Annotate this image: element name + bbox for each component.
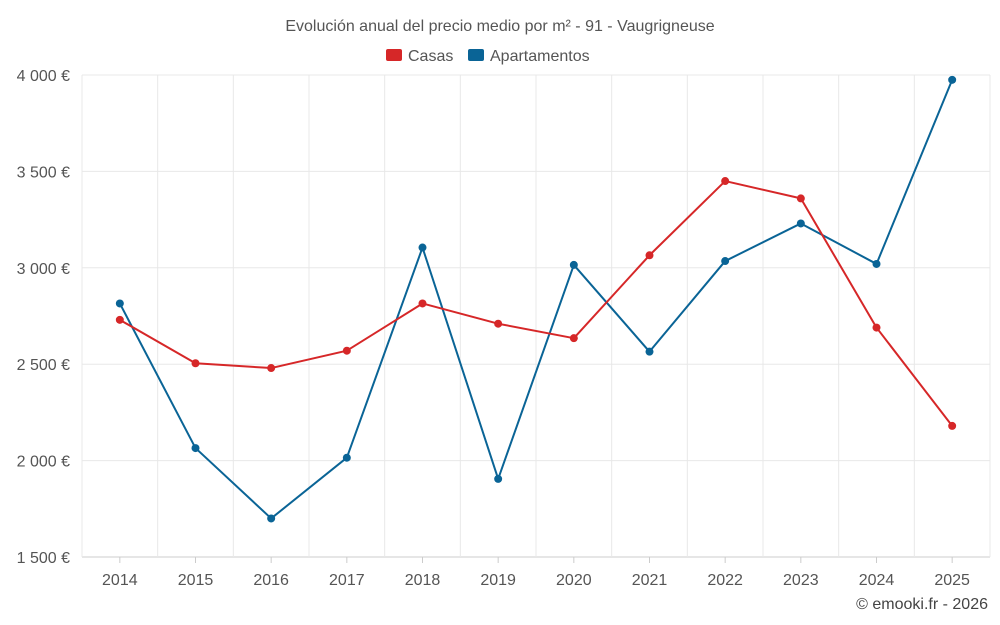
data-point[interactable] — [115, 299, 124, 308]
data-point[interactable] — [267, 514, 276, 523]
series-layer — [115, 75, 957, 523]
data-point[interactable] — [494, 474, 503, 483]
x-tick-label: 2017 — [329, 572, 365, 589]
data-point[interactable] — [948, 75, 957, 84]
y-tick-label: 3 500 € — [17, 164, 70, 181]
x-tick-label: 2023 — [783, 572, 819, 589]
data-point[interactable] — [872, 259, 881, 268]
data-point[interactable] — [418, 243, 427, 252]
credit-text: © emooki.fr - 2026 — [856, 596, 988, 613]
data-point[interactable] — [494, 319, 503, 328]
data-point[interactable] — [948, 421, 957, 430]
data-point[interactable] — [569, 334, 578, 343]
x-tick-label: 2015 — [178, 572, 214, 589]
legend-item-apartamentos[interactable]: Apartamentos — [468, 48, 590, 65]
data-point[interactable] — [645, 347, 654, 356]
grid — [81, 74, 991, 558]
x-tick-label: 2018 — [405, 572, 441, 589]
x-tick-label: 2021 — [632, 572, 668, 589]
legend-item-casas[interactable]: Casas — [386, 48, 453, 65]
legend-label: Apartamentos — [490, 48, 590, 65]
series-line — [119, 180, 953, 427]
y-tick-label: 2 000 € — [17, 454, 70, 471]
data-point[interactable] — [796, 219, 805, 228]
data-point[interactable] — [115, 315, 124, 324]
data-point[interactable] — [872, 323, 881, 332]
series-casas — [115, 177, 957, 430]
legend-label: Casas — [408, 48, 453, 65]
x-tick-label: 2025 — [934, 572, 970, 589]
data-point[interactable] — [267, 364, 276, 373]
data-point[interactable] — [191, 359, 200, 368]
data-point[interactable] — [191, 444, 200, 453]
x-tick-label: 2022 — [707, 572, 743, 589]
x-tick-label: 2019 — [480, 572, 516, 589]
x-tick-label: 2014 — [102, 572, 138, 589]
data-point[interactable] — [418, 299, 427, 308]
data-point[interactable] — [342, 346, 351, 355]
x-axis: 2014 2015 2016 2017 2018 2019 2020 2021 2022 2023… — [102, 557, 970, 589]
data-point[interactable] — [569, 260, 578, 269]
y-tick-label: 3 000 € — [17, 261, 70, 278]
data-point[interactable] — [645, 251, 654, 260]
chart-title: Evolución anual del precio medio por m² … — [285, 18, 714, 35]
data-point[interactable] — [342, 453, 351, 462]
y-tick-label: 4 000 € — [17, 68, 70, 85]
legend: Casas Apartamentos — [386, 48, 590, 65]
y-tick-label: 1 500 € — [17, 550, 70, 567]
x-tick-label: 2016 — [253, 572, 289, 589]
data-point[interactable] — [796, 194, 805, 203]
data-point[interactable] — [721, 177, 730, 186]
y-axis: 1 500 € 2 000 € 2 500 € 3 000 € 3 500 € 4 000… — [17, 68, 70, 567]
x-tick-label: 2020 — [556, 572, 592, 589]
legend-swatch — [468, 49, 484, 61]
legend-swatch — [386, 49, 402, 61]
series-line — [118, 79, 954, 520]
y-tick-label: 2 500 € — [17, 357, 70, 374]
series-apartamentos — [115, 75, 957, 523]
data-point[interactable] — [721, 257, 730, 266]
x-tick-label: 2024 — [859, 572, 895, 589]
